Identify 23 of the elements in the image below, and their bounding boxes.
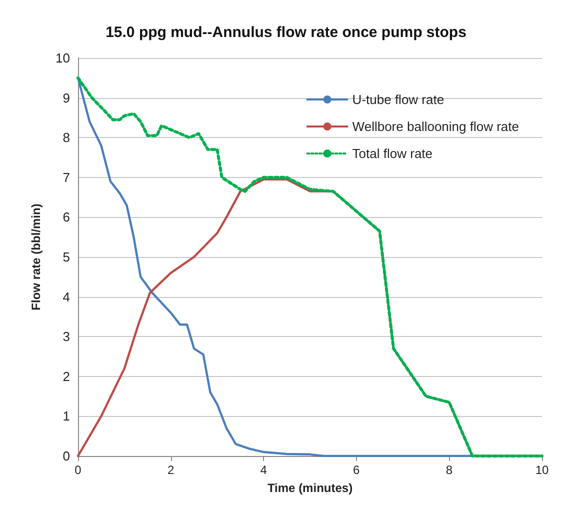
y-tick-label: 9 (62, 90, 70, 106)
x-tick-label: 2 (167, 463, 174, 477)
legend-label: Total flow rate (352, 146, 433, 161)
legend-label: U-tube flow rate (352, 92, 444, 107)
y-tick-label: 10 (56, 50, 70, 66)
y-axis-title: Flow rate (bbl/min) (29, 204, 43, 310)
y-tick-label: 5 (62, 250, 70, 264)
y-tick-label: 4 (62, 289, 70, 304)
x-tick-label: 6 (353, 463, 360, 477)
x-tick-label: 10 (535, 463, 549, 477)
y-tick-label: 1 (62, 408, 70, 424)
chart-title: 15.0 ppg mud--Annulus flow rate once pump stops (106, 24, 466, 41)
legend-label: Wellbore ballooning flow rate (352, 119, 520, 134)
y-tick-label: 7 (62, 170, 70, 185)
y-tick-label: 0 (62, 448, 70, 464)
y-tick-label: 2 (62, 368, 70, 384)
y-tick-label: 6 (62, 210, 70, 225)
y-tick-label: 8 (62, 130, 70, 146)
x-tick-label: 4 (260, 463, 268, 477)
y-tick-label: 3 (62, 329, 70, 344)
x-tick-label: 8 (446, 463, 453, 477)
x-axis-title: Time (minutes) (267, 481, 353, 495)
x-tick-label: 0 (74, 463, 82, 477)
